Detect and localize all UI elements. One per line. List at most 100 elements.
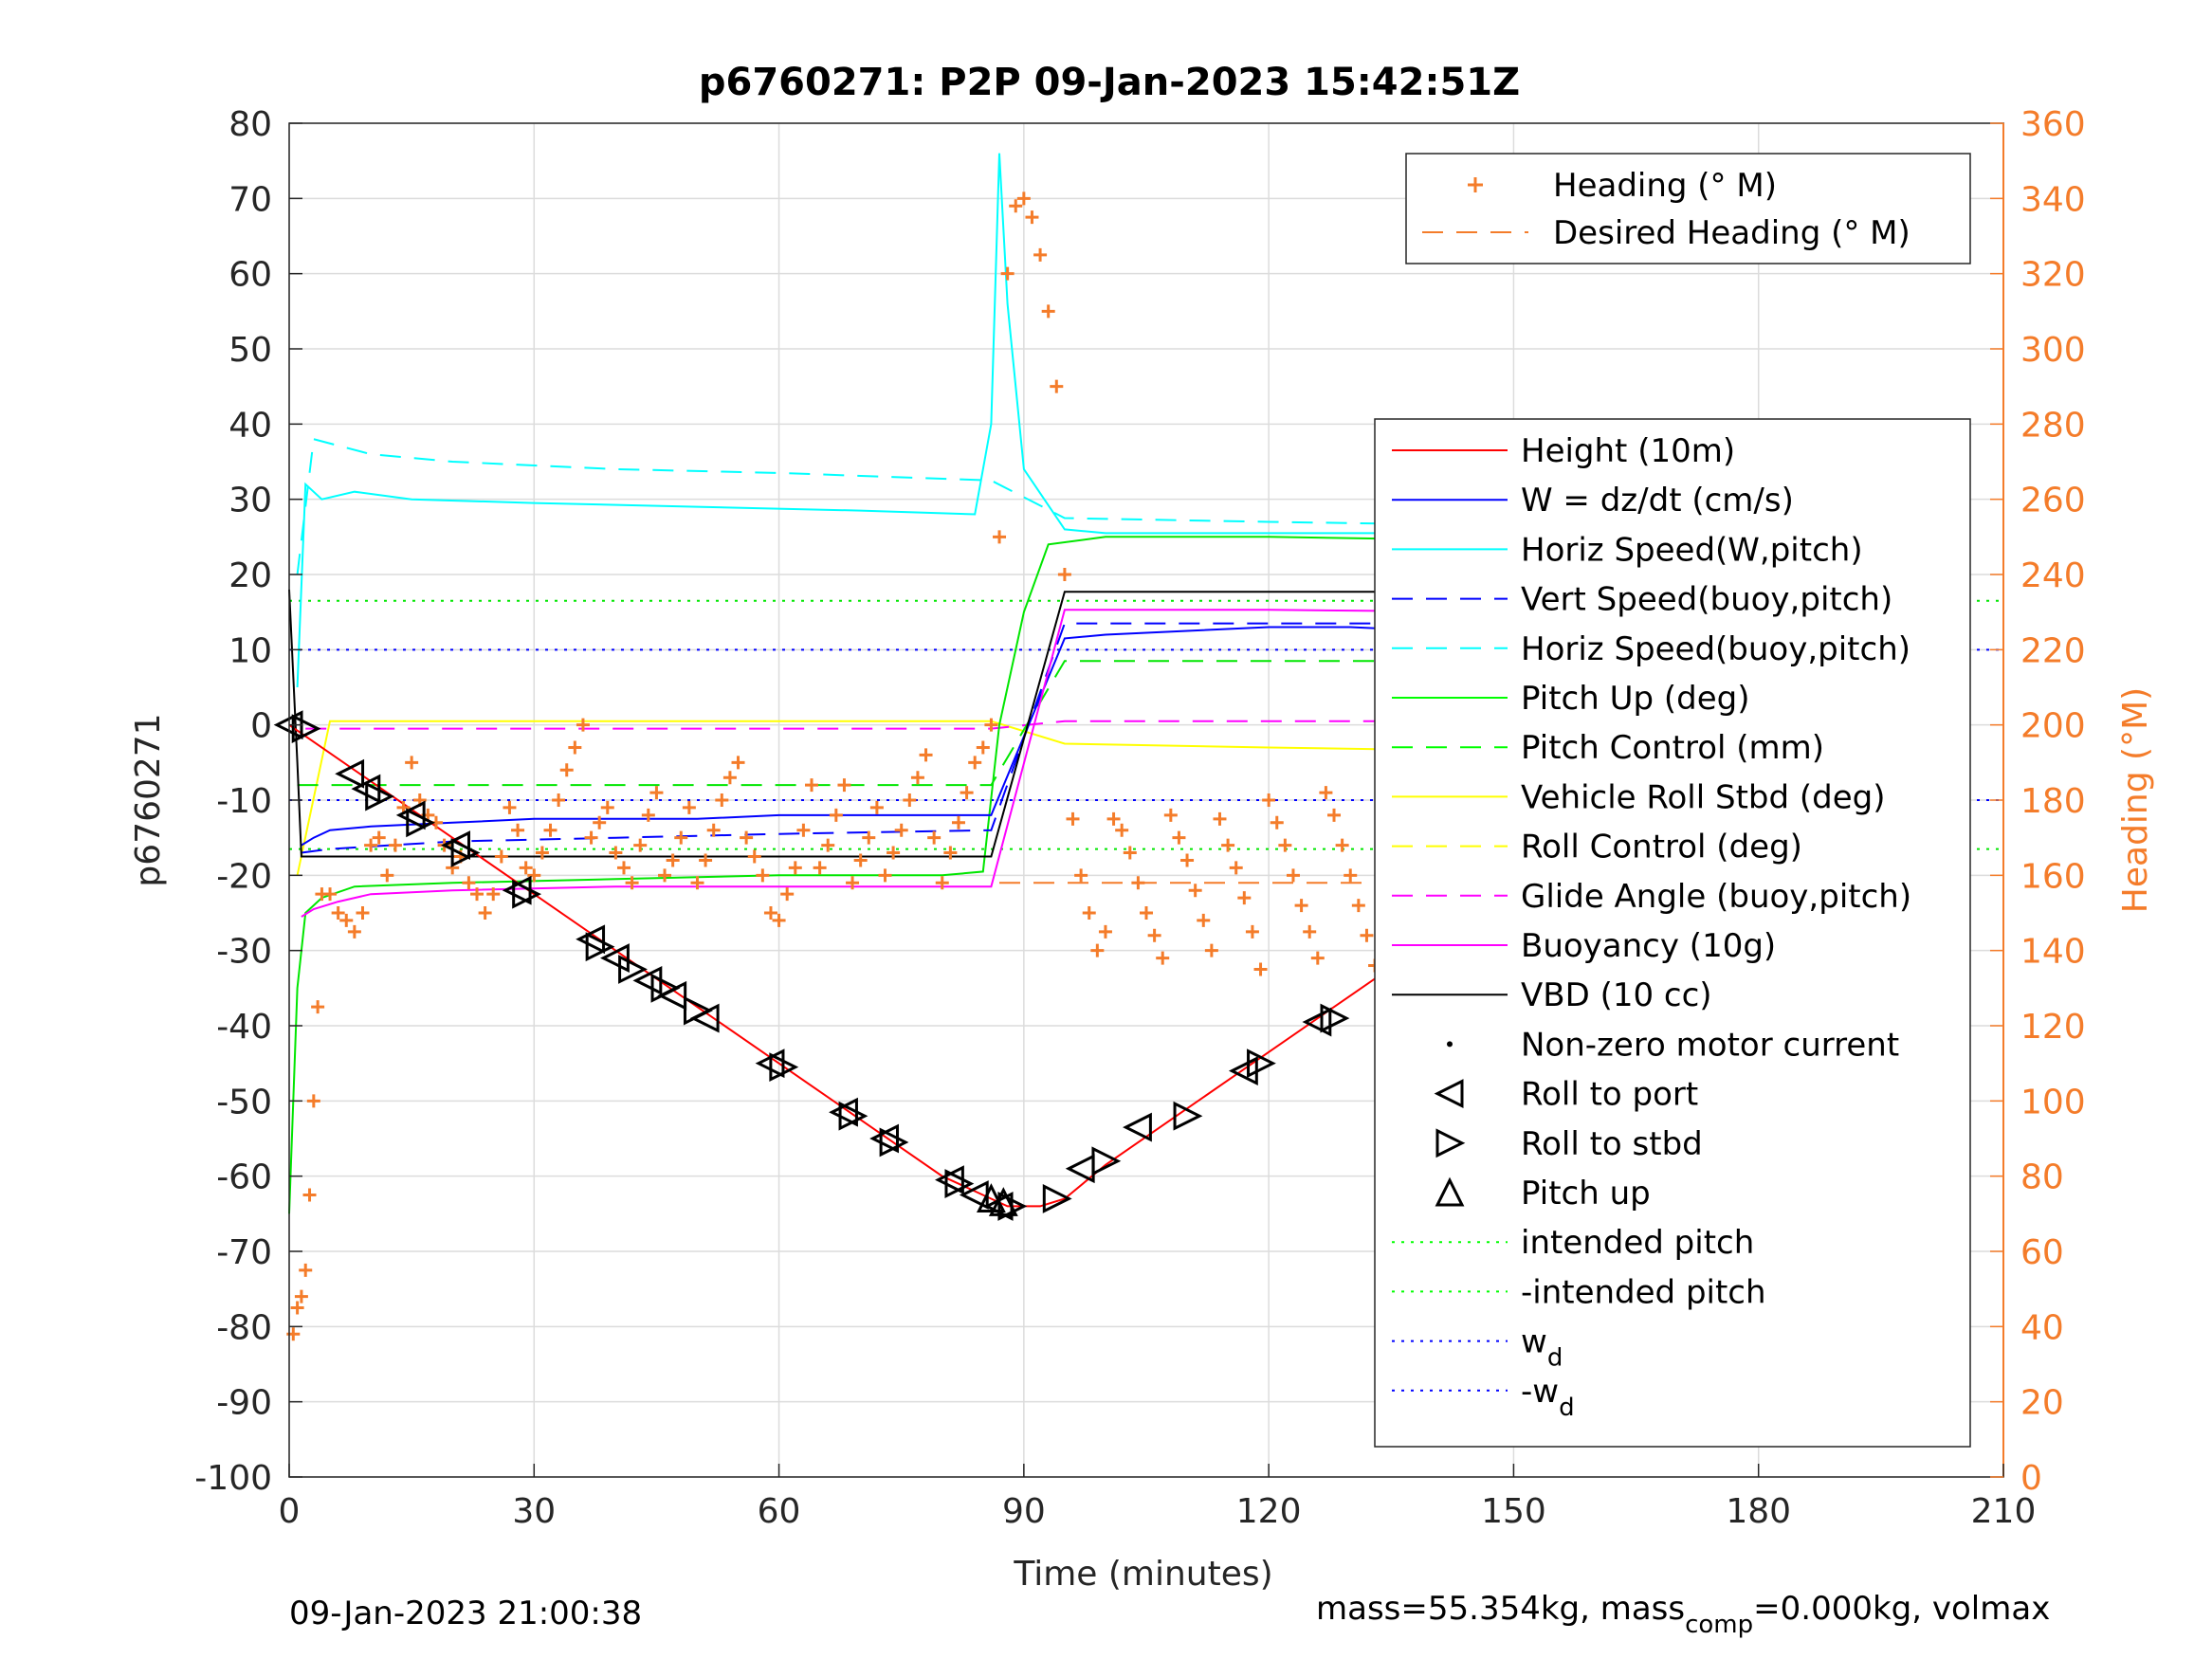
heading-point: [862, 830, 876, 845]
legend-label: VBD (10 cc): [1521, 976, 1712, 1014]
y2-tick-label: 20: [2020, 1384, 2064, 1423]
heading-point: [1344, 868, 1358, 883]
roll-port-marker: [1123, 1112, 1152, 1142]
heading-point: [846, 876, 860, 890]
heading-point: [772, 913, 786, 927]
y2-tick-label: 140: [2020, 933, 2086, 972]
heading-point: [1278, 838, 1292, 852]
legend-sample: [1434, 1079, 1464, 1109]
legend-label: Pitch Up (deg): [1521, 680, 1749, 718]
legend-label-base: -w: [1521, 1373, 1559, 1411]
roll-port-marker: [395, 800, 426, 830]
x-tick-label: 30: [512, 1492, 556, 1531]
legend-label: Roll to port: [1521, 1076, 1698, 1114]
legend-sample: [1447, 1041, 1453, 1048]
roll-stbd-marker: [1173, 1101, 1203, 1131]
heading-point: [1140, 906, 1153, 920]
y-axis-label: p6760271: [129, 713, 168, 886]
heading-point: [1245, 924, 1259, 939]
heading-point: [993, 530, 1007, 544]
heading-legend: Heading (° M) Desired Heading (° M): [1405, 153, 1971, 264]
heading-point: [976, 740, 990, 755]
heading-point: [302, 1188, 317, 1202]
heading-point: [903, 793, 917, 807]
heading-point: [1115, 823, 1129, 837]
heading-point: [1360, 928, 1374, 942]
heading-point: [1221, 838, 1235, 852]
heading-point: [470, 887, 484, 902]
x-tick-label: 210: [1971, 1492, 2037, 1531]
heading-point: [347, 924, 361, 939]
legend-label: Glide Angle (buoy,pitch): [1521, 878, 1911, 916]
roll-stbd-marker: [450, 838, 481, 867]
heading-point: [609, 846, 623, 860]
heading-point: [633, 838, 648, 852]
roll-stbd-marker: [769, 1052, 799, 1083]
heading-point: [706, 823, 721, 837]
heading-point: [1050, 379, 1064, 393]
heading-point: [486, 887, 501, 902]
heading-point: [1057, 568, 1071, 581]
roll-stbd-marker: [1091, 1146, 1122, 1176]
y-tick-label: 50: [229, 331, 272, 370]
heading-legend-sample: [1468, 177, 1483, 192]
y-tick-label: -100: [194, 1459, 272, 1498]
legend-label: intended pitch: [1521, 1224, 1754, 1262]
heading-point: [747, 849, 761, 864]
roll-port-marker: [600, 943, 630, 974]
heading-point: [559, 763, 574, 777]
legend-label: Buoyancy (10g): [1521, 927, 1776, 965]
y2-tick-label: 300: [2020, 331, 2086, 370]
heading-point: [1335, 838, 1349, 852]
heading-point: [674, 830, 688, 845]
y-tick-label: 10: [229, 631, 272, 670]
heading-point: [388, 838, 402, 852]
roll-port-marker: [441, 830, 470, 861]
y-tick-label: 20: [229, 556, 272, 595]
heading-point: [641, 808, 655, 822]
roll-port-marker: [1302, 1007, 1332, 1037]
heading-point: [299, 1263, 313, 1277]
legend-label: Pitch Control (mm): [1521, 729, 1824, 767]
heading-point: [690, 876, 704, 890]
roll-stbd-marker: [512, 879, 542, 909]
legend-label-sub: d: [1559, 1394, 1575, 1422]
legend-label: Roll Control (deg): [1521, 829, 1802, 866]
heading-point: [740, 830, 754, 845]
y-tick-label: 70: [229, 180, 272, 219]
y-tick-label: 80: [229, 105, 272, 144]
x-tick-label: 180: [1726, 1492, 1791, 1531]
heading-point: [1303, 924, 1317, 939]
y2-tick-label: 0: [2020, 1459, 2042, 1498]
x-tick-label: 120: [1236, 1492, 1302, 1531]
heading-point: [511, 823, 525, 837]
heading-point: [593, 815, 607, 830]
heading-point: [519, 861, 533, 875]
heading-point: [1204, 943, 1218, 957]
heading-point: [1310, 951, 1325, 965]
y2-tick-label: 160: [2020, 857, 2086, 896]
y2-tick-label: 60: [2020, 1233, 2064, 1272]
heading-point: [731, 756, 745, 770]
footer-mass-suffix: =0.000kg, volmax: [1753, 1590, 2050, 1628]
roll-stbd-marker: [291, 714, 321, 744]
heading-point: [943, 846, 958, 860]
heading-point: [478, 906, 492, 920]
heading-legend-label: Desired Heading (° M): [1553, 214, 1910, 252]
y-tick-label: -50: [216, 1083, 272, 1121]
heading-point: [584, 830, 598, 845]
heading-point: [1000, 266, 1015, 281]
heading-point: [1286, 868, 1300, 883]
heading-point: [290, 1301, 304, 1315]
heading-point: [1123, 846, 1137, 860]
heading-point: [1180, 853, 1195, 867]
legend-label: Non-zero motor current: [1521, 1026, 1899, 1064]
heading-point: [356, 906, 370, 920]
legend-label: W = dz/dt (cm/s): [1521, 482, 1794, 520]
series-layer: [277, 154, 2003, 1341]
heading-point: [1082, 906, 1096, 920]
heading-point: [1253, 962, 1268, 976]
legend-label: Pitch up: [1521, 1175, 1651, 1212]
legend-label: Horiz Speed(W,pitch): [1521, 531, 1863, 569]
roll-stbd-marker: [997, 1191, 1028, 1221]
